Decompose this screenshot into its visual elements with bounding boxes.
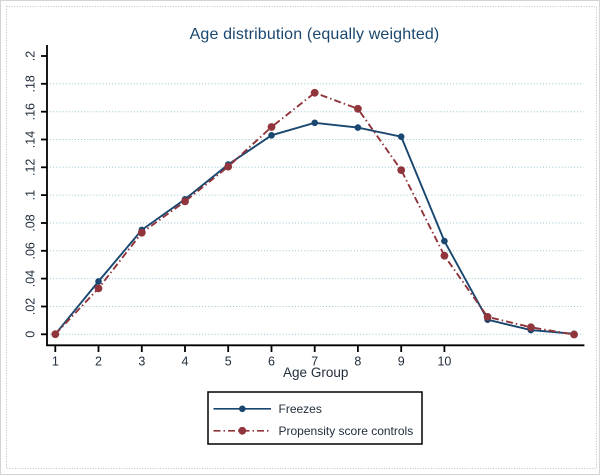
svg-text:5: 5 (225, 355, 232, 369)
svg-text:.18: .18 (24, 75, 38, 92)
svg-text:Age Group: Age Group (283, 365, 348, 380)
svg-text:Freezes: Freezes (279, 402, 322, 416)
svg-text:.1: .1 (24, 190, 38, 200)
svg-text:.02: .02 (24, 298, 38, 315)
svg-text:.14: .14 (24, 131, 38, 148)
svg-text:0: 0 (24, 331, 38, 338)
svg-text:2: 2 (95, 355, 102, 369)
svg-text:3: 3 (138, 355, 145, 369)
svg-text:9: 9 (398, 355, 405, 369)
svg-text:6: 6 (268, 355, 275, 369)
svg-text:.06: .06 (24, 242, 38, 259)
svg-text:7: 7 (311, 355, 318, 369)
svg-text:1: 1 (52, 355, 59, 369)
svg-text:Propensity score controls: Propensity score controls (279, 424, 414, 438)
svg-text:.2: .2 (24, 51, 38, 61)
svg-text:.12: .12 (24, 159, 38, 176)
svg-text:Age distribution (equally weig: Age distribution (equally weighted) (190, 26, 440, 43)
svg-text:8: 8 (354, 355, 361, 369)
svg-text:.08: .08 (24, 214, 38, 231)
svg-text:10: 10 (437, 355, 451, 369)
svg-text:.16: .16 (24, 103, 38, 120)
svg-text:.04: .04 (24, 270, 38, 287)
svg-text:4: 4 (182, 355, 189, 369)
